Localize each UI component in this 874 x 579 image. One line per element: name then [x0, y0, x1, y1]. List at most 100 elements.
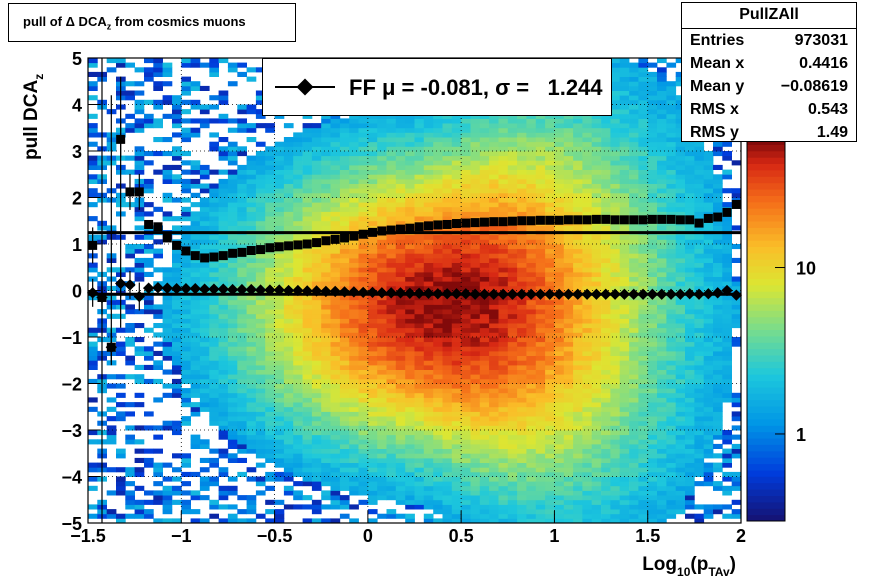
stats-row: RMS y 1.49	[682, 121, 856, 144]
sigma-point	[200, 253, 210, 263]
colorbar	[747, 138, 785, 522]
y-tick-label: 0	[72, 282, 82, 302]
sigma-point	[386, 225, 396, 235]
sigma-point	[125, 187, 135, 197]
mean-point	[581, 288, 593, 300]
sigma-point	[517, 216, 527, 226]
sigma-point	[591, 214, 601, 224]
title-box: pull of Δ DCAz from cosmics muons	[8, 3, 296, 42]
mean-point	[152, 282, 164, 294]
sigma-point	[461, 218, 471, 228]
sigma-point	[302, 239, 312, 249]
mean-point	[618, 288, 631, 300]
sigma-point	[162, 233, 172, 243]
mean-point	[478, 288, 491, 300]
mean-point	[609, 288, 621, 300]
mean-point	[366, 286, 379, 299]
mean-point	[133, 290, 145, 303]
sigma-point	[153, 222, 163, 232]
y-tick-label: −2	[61, 375, 82, 395]
mean-point	[506, 288, 519, 300]
mean-point	[273, 284, 285, 296]
sigma-point	[479, 217, 489, 227]
sigma-point	[507, 216, 517, 226]
mean-point	[674, 288, 687, 300]
stats-value: 0.543	[807, 101, 848, 118]
sigma-point	[368, 227, 378, 237]
mean-point	[161, 282, 173, 294]
y-tick-label: −3	[61, 421, 82, 441]
x-tick-label: 2	[736, 526, 746, 546]
legend: FF μ = -0.081, σ = 1.244	[262, 58, 612, 116]
mean-point	[329, 285, 341, 298]
mean-point	[572, 288, 584, 300]
mean-point	[497, 288, 509, 300]
sigma-point	[265, 243, 275, 253]
mean-point	[198, 283, 211, 295]
sigma-point	[218, 251, 228, 261]
x-tick-label: 1.5	[635, 526, 660, 546]
sigma-point	[629, 215, 639, 225]
stats-value: 1.49	[816, 124, 848, 141]
stats-label: Mean y	[690, 78, 745, 95]
mean-point	[562, 288, 575, 300]
mean-point	[189, 282, 201, 295]
sigma-point	[675, 215, 685, 225]
sigma-point	[377, 226, 387, 236]
stats-box: PullZAll Entries 973031 Mean x 0.4416 Mean y…	[681, 2, 857, 142]
mean-point	[180, 282, 192, 295]
mean-point	[637, 288, 649, 300]
sigma-point	[88, 240, 98, 250]
colorbar-label: 10	[796, 259, 816, 279]
sigma-point	[274, 242, 284, 252]
sigma-point	[228, 248, 238, 258]
sigma-point	[396, 224, 406, 234]
sigma-point	[619, 215, 629, 225]
mean-point	[301, 285, 313, 297]
mean-point	[320, 285, 332, 298]
sigma-point	[190, 251, 200, 261]
sigma-point	[312, 238, 322, 248]
sigma-point	[647, 214, 657, 224]
sigma-point	[703, 213, 713, 223]
stats-label: Mean x	[690, 55, 745, 72]
stats-label: RMS x	[690, 101, 739, 118]
y-tick-label: −5	[61, 514, 82, 534]
mean-point	[208, 283, 220, 295]
sigma-point	[423, 221, 433, 231]
title-suffix: from cosmics muons	[114, 14, 246, 29]
stats-row: Entries 973031	[682, 29, 856, 52]
sigma-point	[451, 219, 461, 229]
mean-point	[460, 288, 472, 300]
stats-value: −0.08619	[780, 78, 848, 95]
mean-point	[516, 288, 528, 300]
sigma-point	[685, 215, 695, 225]
sigma-point	[330, 234, 340, 244]
x-tick-label: 1	[549, 526, 559, 546]
mean-point	[684, 288, 696, 300]
sigma-point	[209, 252, 219, 262]
mean-point	[413, 287, 425, 299]
sigma-point	[256, 245, 266, 255]
title-prefix: pull of Δ DCA	[23, 14, 107, 29]
sigma-point	[489, 217, 499, 227]
mean-point	[702, 288, 715, 300]
mean-point	[310, 285, 323, 297]
mean-point	[385, 287, 397, 299]
x-tick-label: −1	[171, 526, 192, 546]
sigma-point	[172, 240, 182, 250]
mean-point	[422, 287, 435, 299]
stats-value: 0.4416	[799, 55, 848, 72]
mean-point	[450, 288, 463, 300]
sigma-point	[582, 215, 592, 225]
sigma-point	[554, 215, 564, 225]
y-tick-label: 4	[72, 96, 82, 116]
x-tick-label: 0	[363, 526, 373, 546]
y-tick-label: 3	[72, 142, 82, 162]
title-sub: z	[106, 21, 112, 32]
mean-point	[646, 288, 659, 300]
mean-point	[217, 283, 229, 295]
sigma-point	[713, 212, 723, 222]
y-tick-label: 5	[72, 49, 82, 69]
